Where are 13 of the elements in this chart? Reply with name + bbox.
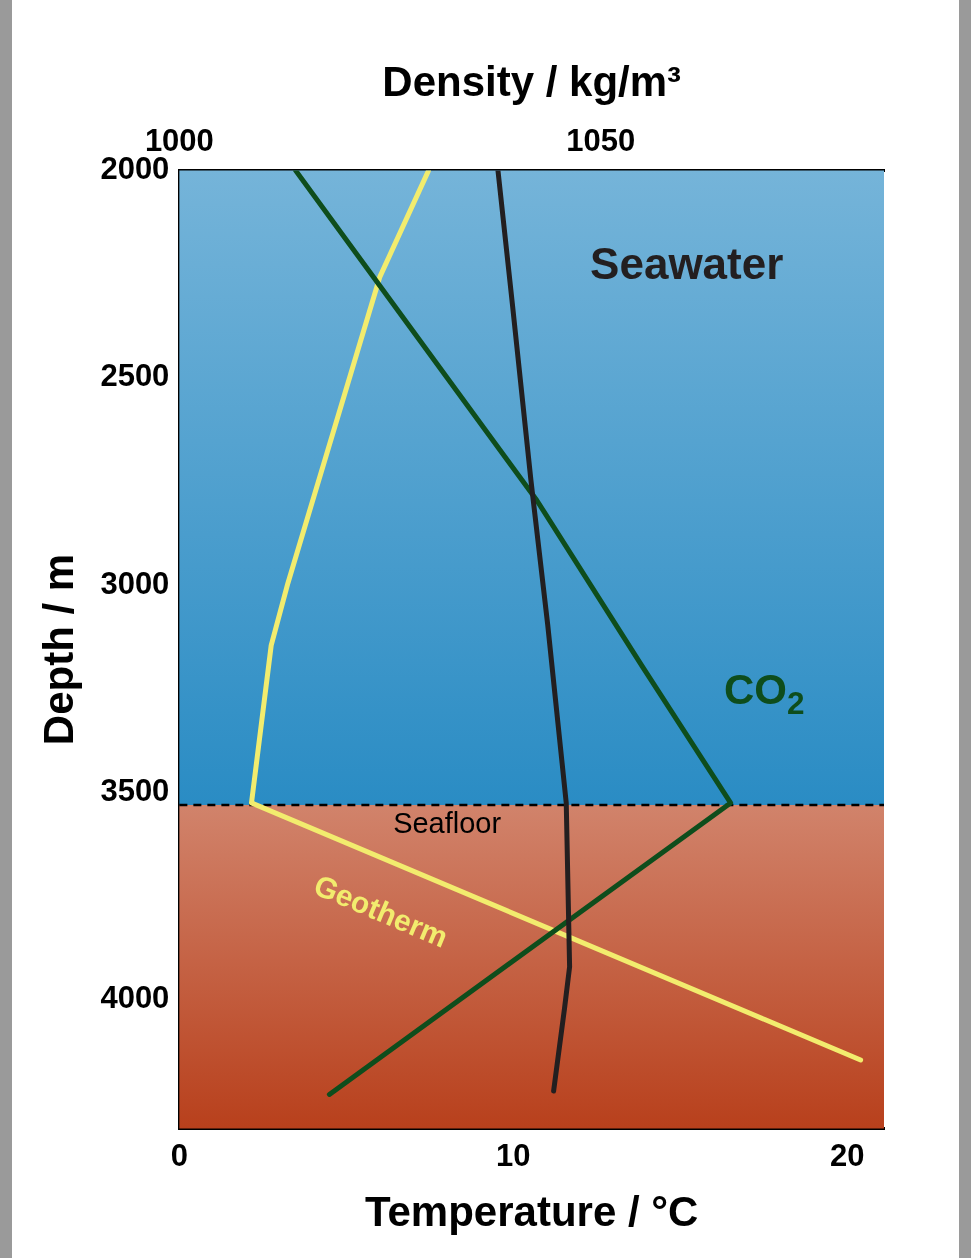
y-tick-label: 3500 [100, 773, 170, 809]
x-tick-label: 20 [830, 1137, 865, 1173]
x-tick-label: 10 [496, 1137, 531, 1173]
x2-axis-title: Density / kg/m³ [382, 57, 682, 105]
y-tick-label: 2500 [100, 358, 170, 394]
y-axis-title: Depth / m [34, 553, 82, 746]
y-tick-label: 3000 [100, 565, 170, 601]
x2-tick-label: 1050 [566, 122, 636, 158]
series-label: Seawater [590, 238, 784, 288]
x-tick-label: 0 [170, 1137, 188, 1173]
y-tick-label: 4000 [100, 980, 170, 1016]
x-axis-title: Temperature / °C [364, 1188, 699, 1236]
ref-line-label: Seafloor [393, 807, 502, 840]
